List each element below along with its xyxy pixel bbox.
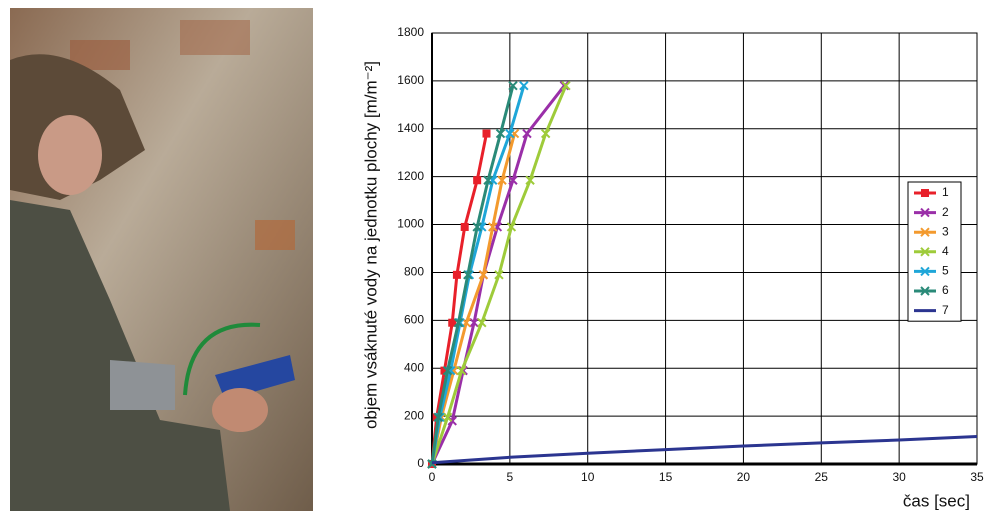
x-tick-label: 5	[507, 470, 514, 484]
jacket	[10, 200, 230, 511]
marker	[472, 222, 482, 232]
y-tick-label: 400	[404, 360, 424, 374]
x-axis-label: čas [sec]	[903, 491, 970, 510]
x-tick-label: 30	[892, 470, 906, 484]
marker	[460, 222, 469, 231]
marker	[440, 366, 449, 375]
marker	[505, 128, 515, 139]
hand	[212, 388, 268, 432]
marker	[561, 80, 571, 91]
x-tick-label: 20	[737, 470, 751, 484]
legend-marker	[920, 247, 930, 257]
legend-label: 4	[942, 244, 949, 258]
x-tick-label: 0	[429, 470, 436, 484]
y-tick-label: 1400	[397, 121, 424, 135]
plot-area	[431, 32, 978, 465]
series-line	[430, 133, 516, 465]
device	[110, 360, 175, 410]
marker	[482, 129, 491, 138]
legend-marker	[920, 207, 930, 218]
marker	[453, 318, 464, 328]
marker	[442, 412, 453, 423]
x-tick-label: 25	[815, 470, 829, 484]
marker	[448, 318, 457, 327]
legend-label: 7	[942, 303, 949, 317]
legend-label: 2	[942, 205, 949, 219]
marker	[488, 222, 498, 232]
marker	[506, 222, 517, 232]
marker	[497, 175, 507, 185]
y-tick-label: 1200	[397, 169, 424, 183]
y-tick-label: 1600	[397, 73, 424, 87]
chart: objem vsáknuté vody na jednotku plochy […	[361, 25, 984, 510]
legend-label: 3	[942, 224, 949, 238]
marker	[478, 270, 489, 280]
y-tick-label: 1000	[397, 217, 424, 231]
y-tick-label: 0	[417, 456, 424, 470]
y-tick-label: 1800	[397, 25, 424, 39]
marker	[508, 175, 518, 185]
brick	[180, 20, 250, 55]
legend-label: 1	[942, 185, 949, 199]
marker	[452, 270, 461, 279]
legend-marker	[920, 286, 930, 296]
marker	[519, 80, 529, 91]
legend-label: 6	[942, 283, 949, 297]
y-axis-label: objem vsáknuté vody na jednotku plochy […	[361, 61, 380, 429]
face	[38, 115, 102, 195]
x-tick-label: 10	[581, 470, 595, 484]
legend-marker	[920, 227, 930, 237]
marker	[477, 318, 487, 328]
series-line	[430, 133, 488, 465]
marker	[540, 128, 551, 139]
marker	[432, 413, 441, 422]
marker	[433, 412, 443, 423]
marker	[473, 176, 482, 185]
legend-marker	[921, 189, 929, 197]
y-tick-label: 200	[404, 408, 424, 422]
marker	[456, 365, 467, 376]
y-tick-label: 800	[404, 265, 424, 279]
marker	[469, 318, 479, 328]
legend-marker	[920, 266, 930, 277]
marker	[463, 270, 473, 280]
marker	[525, 175, 535, 185]
marker	[483, 175, 493, 185]
marker	[522, 128, 532, 139]
marker	[508, 80, 518, 91]
y-tick-label: 600	[404, 313, 424, 327]
photo	[10, 8, 313, 511]
legend-label: 5	[942, 264, 949, 278]
x-tick-label: 35	[970, 470, 984, 484]
marker	[494, 270, 504, 280]
brick	[255, 220, 295, 250]
series-line	[431, 434, 978, 465]
hose	[183, 322, 261, 396]
x-tick-label: 15	[659, 470, 673, 484]
marker	[495, 128, 506, 139]
marker	[442, 365, 453, 376]
